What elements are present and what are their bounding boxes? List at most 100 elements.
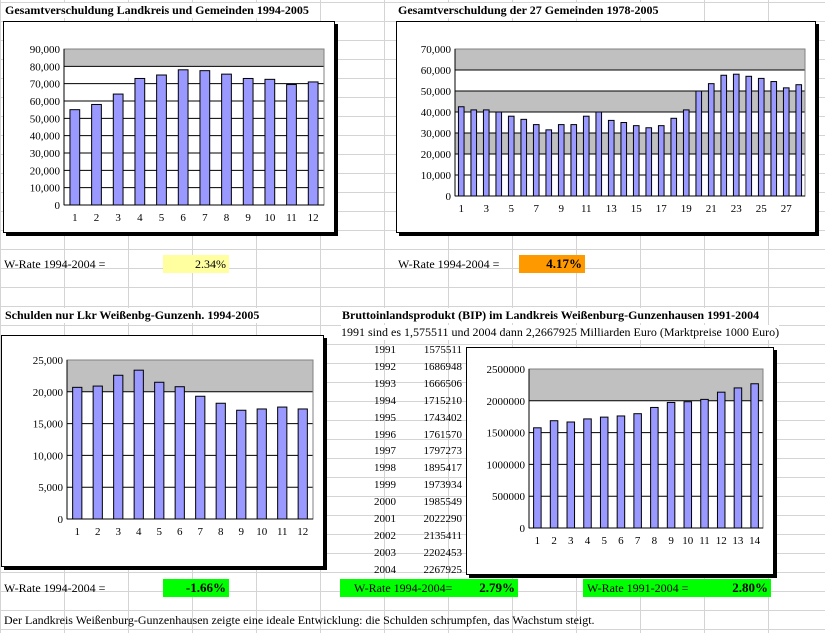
bar[interactable] (670, 117, 678, 197)
wrate1-value[interactable]: 2.34% (163, 255, 229, 273)
bar[interactable] (616, 415, 626, 529)
bar[interactable] (657, 125, 665, 197)
bar[interactable] (666, 401, 676, 529)
bar[interactable] (549, 420, 559, 529)
bar[interactable] (733, 387, 743, 529)
bar[interactable] (307, 81, 319, 206)
bar[interactable] (457, 106, 465, 197)
bar[interactable] (69, 109, 81, 206)
bar[interactable] (112, 93, 124, 206)
bip-table: 1991 1575511 1992 1686948 1993 1666506 1994 171… (340, 342, 463, 578)
bar[interactable] (195, 395, 206, 520)
bar[interactable] (470, 109, 478, 197)
bar[interactable] (745, 75, 753, 197)
bar[interactable] (732, 73, 740, 197)
bip-value-cell: 1973934 (423, 479, 463, 492)
bar[interactable] (533, 427, 542, 529)
x-tick-label: 5 (157, 526, 163, 538)
bar[interactable] (599, 416, 609, 529)
bar[interactable] (297, 408, 308, 520)
bar[interactable] (174, 386, 185, 520)
wrate5-value[interactable]: 2.80% (732, 580, 768, 595)
chart3-title: Schulden nur Lkr Weißenbg-Gunzenh. 1994-… (3, 308, 262, 323)
wrate3-value[interactable]: -1.66% (163, 579, 229, 597)
bar[interactable] (716, 391, 726, 529)
bar[interactable] (566, 421, 576, 529)
bar[interactable] (570, 124, 578, 197)
chart1-container[interactable]: 0 10,000 20,000 30,000 40,000 50,000 60,000 70,… (3, 21, 335, 233)
bar[interactable] (650, 406, 659, 529)
bar[interactable] (507, 115, 515, 197)
bar[interactable] (134, 77, 146, 206)
bar[interactable] (757, 77, 765, 197)
bar[interactable] (72, 386, 83, 520)
x-tick-label: 12 (297, 526, 308, 538)
bar[interactable] (545, 129, 553, 197)
bar[interactable] (286, 84, 297, 206)
bar[interactable] (620, 122, 628, 197)
x-tick-label: 8 (652, 535, 658, 547)
bar[interactable] (156, 74, 167, 206)
bar[interactable] (720, 74, 728, 197)
bar[interactable] (707, 83, 715, 197)
bar[interactable] (92, 385, 103, 520)
wrate4-value[interactable]: 2.79% (479, 580, 515, 595)
bar[interactable] (557, 124, 565, 197)
bar[interactable] (177, 69, 189, 206)
y-tick-label: 20,000 (33, 387, 64, 399)
bar[interactable] (782, 87, 790, 197)
chart4-container[interactable]: 0 500000 1000000 1500000 2000000 2500000 1 2 3 4 5… (466, 347, 774, 575)
bar[interactable] (91, 103, 102, 206)
plot-shade (67, 360, 313, 392)
bar[interactable] (632, 125, 640, 197)
chart2-container[interactable]: 0 10,000 20,000 30,000 40,000 50,000 60,000 70,… (396, 21, 816, 233)
bar[interactable] (221, 73, 232, 206)
bar[interactable] (236, 409, 247, 520)
bar[interactable] (583, 418, 592, 529)
bar[interactable] (256, 408, 267, 520)
wrate4-row: W-Rate 1994-2004= (340, 579, 518, 597)
bip-table-row: 2000 1985549 (340, 496, 462, 511)
y-tick-label: 20,000 (421, 149, 452, 161)
bar[interactable] (532, 124, 540, 197)
bar[interactable] (199, 70, 211, 206)
bar[interactable] (750, 383, 759, 529)
x-tick-label: 3 (484, 203, 490, 215)
bip-table-row: 1994 1715210 (340, 395, 462, 410)
bar[interactable] (683, 401, 693, 529)
bar[interactable] (682, 109, 690, 197)
bar[interactable] (595, 111, 603, 197)
bar[interactable] (133, 369, 144, 520)
bar[interactable] (277, 406, 288, 520)
x-tick-label: 13 (732, 535, 744, 547)
y-tick-label: 90,000 (30, 44, 61, 56)
chart3-container[interactable]: 0 5,000 10,000 15,000 20,000 25,000 1 2 3 4 5 6 7 8 9 1… (1, 335, 324, 567)
x-tick-label: 9 (239, 526, 245, 538)
bar[interactable] (154, 381, 165, 520)
plot-area (64, 49, 324, 205)
bar[interactable] (645, 127, 653, 197)
bar[interactable] (607, 119, 615, 197)
bar[interactable] (582, 115, 590, 197)
bip-value-cell: 1797273 (423, 445, 463, 458)
bip-year-cell: 1996 (374, 428, 396, 441)
bar[interactable] (633, 413, 642, 529)
plot-shade (455, 91, 805, 112)
bar[interactable] (770, 81, 778, 197)
bar[interactable] (113, 374, 124, 520)
bar[interactable] (695, 90, 703, 197)
bar[interactable] (482, 109, 490, 197)
bar[interactable] (264, 78, 276, 206)
bar[interactable] (520, 118, 528, 197)
bar[interactable] (495, 111, 503, 197)
bar[interactable] (700, 398, 709, 529)
bip-year-cell: 2003 (374, 546, 396, 559)
bip-value-cell: 1666506 (423, 377, 463, 390)
bar[interactable] (215, 402, 226, 520)
bar[interactable] (242, 77, 254, 206)
x-tick-label: 1 (535, 535, 541, 547)
wrate2-value[interactable]: 4.17% (519, 255, 585, 273)
bip-year-cell: 2001 (374, 513, 396, 525)
bar[interactable] (795, 84, 803, 197)
